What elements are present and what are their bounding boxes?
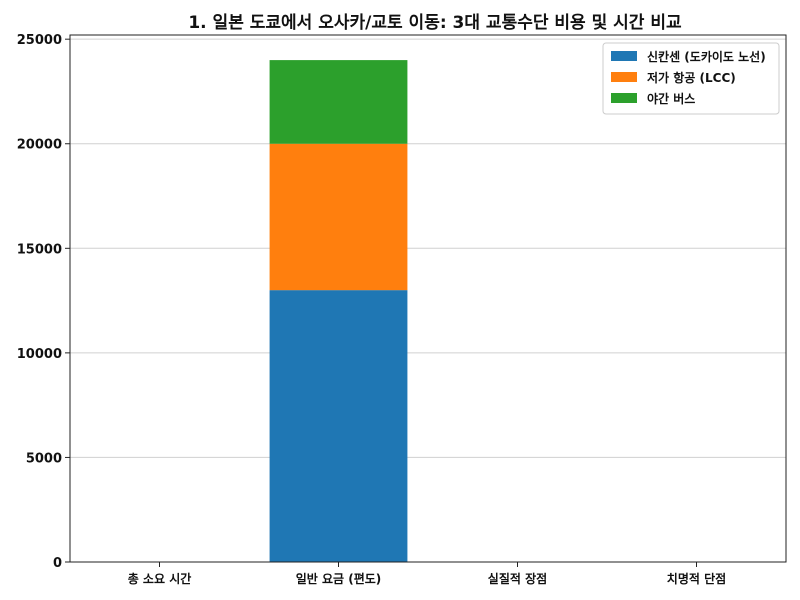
x-tick-label: 실질적 장점 bbox=[488, 571, 547, 586]
gridlines bbox=[70, 38, 786, 458]
y-tick-label: 15000 bbox=[17, 242, 62, 257]
bars bbox=[269, 60, 408, 562]
bar-segment bbox=[269, 290, 408, 562]
legend-label: 저가 항공 (LCC) bbox=[647, 70, 736, 85]
x-tick-label: 총 소요 시간 bbox=[128, 571, 192, 586]
y-tick-label: 20000 bbox=[17, 138, 62, 153]
bar-segment bbox=[269, 143, 408, 291]
x-axis-ticks: 총 소요 시간 일반 요금 (편도) 실질적 장점 치명적 단점 bbox=[128, 562, 726, 586]
y-tick-label: 10000 bbox=[17, 347, 62, 362]
x-tick-label: 일반 요금 (편도) bbox=[296, 571, 382, 586]
legend-label: 야간 버스 bbox=[647, 91, 695, 106]
y-tick-label: 5000 bbox=[26, 451, 62, 466]
y-axis-ticks: 0 5000 10000 15000 20000 25000 bbox=[17, 33, 70, 571]
legend: 신칸센 (도카이도 노선) 저가 항공 (LCC) 야간 버스 bbox=[602, 42, 780, 115]
legend-box bbox=[602, 42, 780, 115]
bar-segment bbox=[269, 60, 408, 144]
plot-frame bbox=[69, 34, 787, 563]
legend-swatch bbox=[611, 93, 637, 103]
chart-title: 1. 일본 도쿄에서 오사카/교토 이동: 3대 교통수단 비용 및 시간 비교 bbox=[188, 13, 682, 33]
x-tick-label: 치명적 단점 bbox=[667, 571, 726, 586]
legend-swatch bbox=[611, 72, 637, 82]
legend-label: 신칸센 (도카이도 노선) bbox=[647, 49, 766, 64]
y-tick-label: 0 bbox=[53, 556, 62, 571]
legend-swatch bbox=[611, 51, 637, 61]
y-tick-label: 25000 bbox=[17, 33, 62, 48]
